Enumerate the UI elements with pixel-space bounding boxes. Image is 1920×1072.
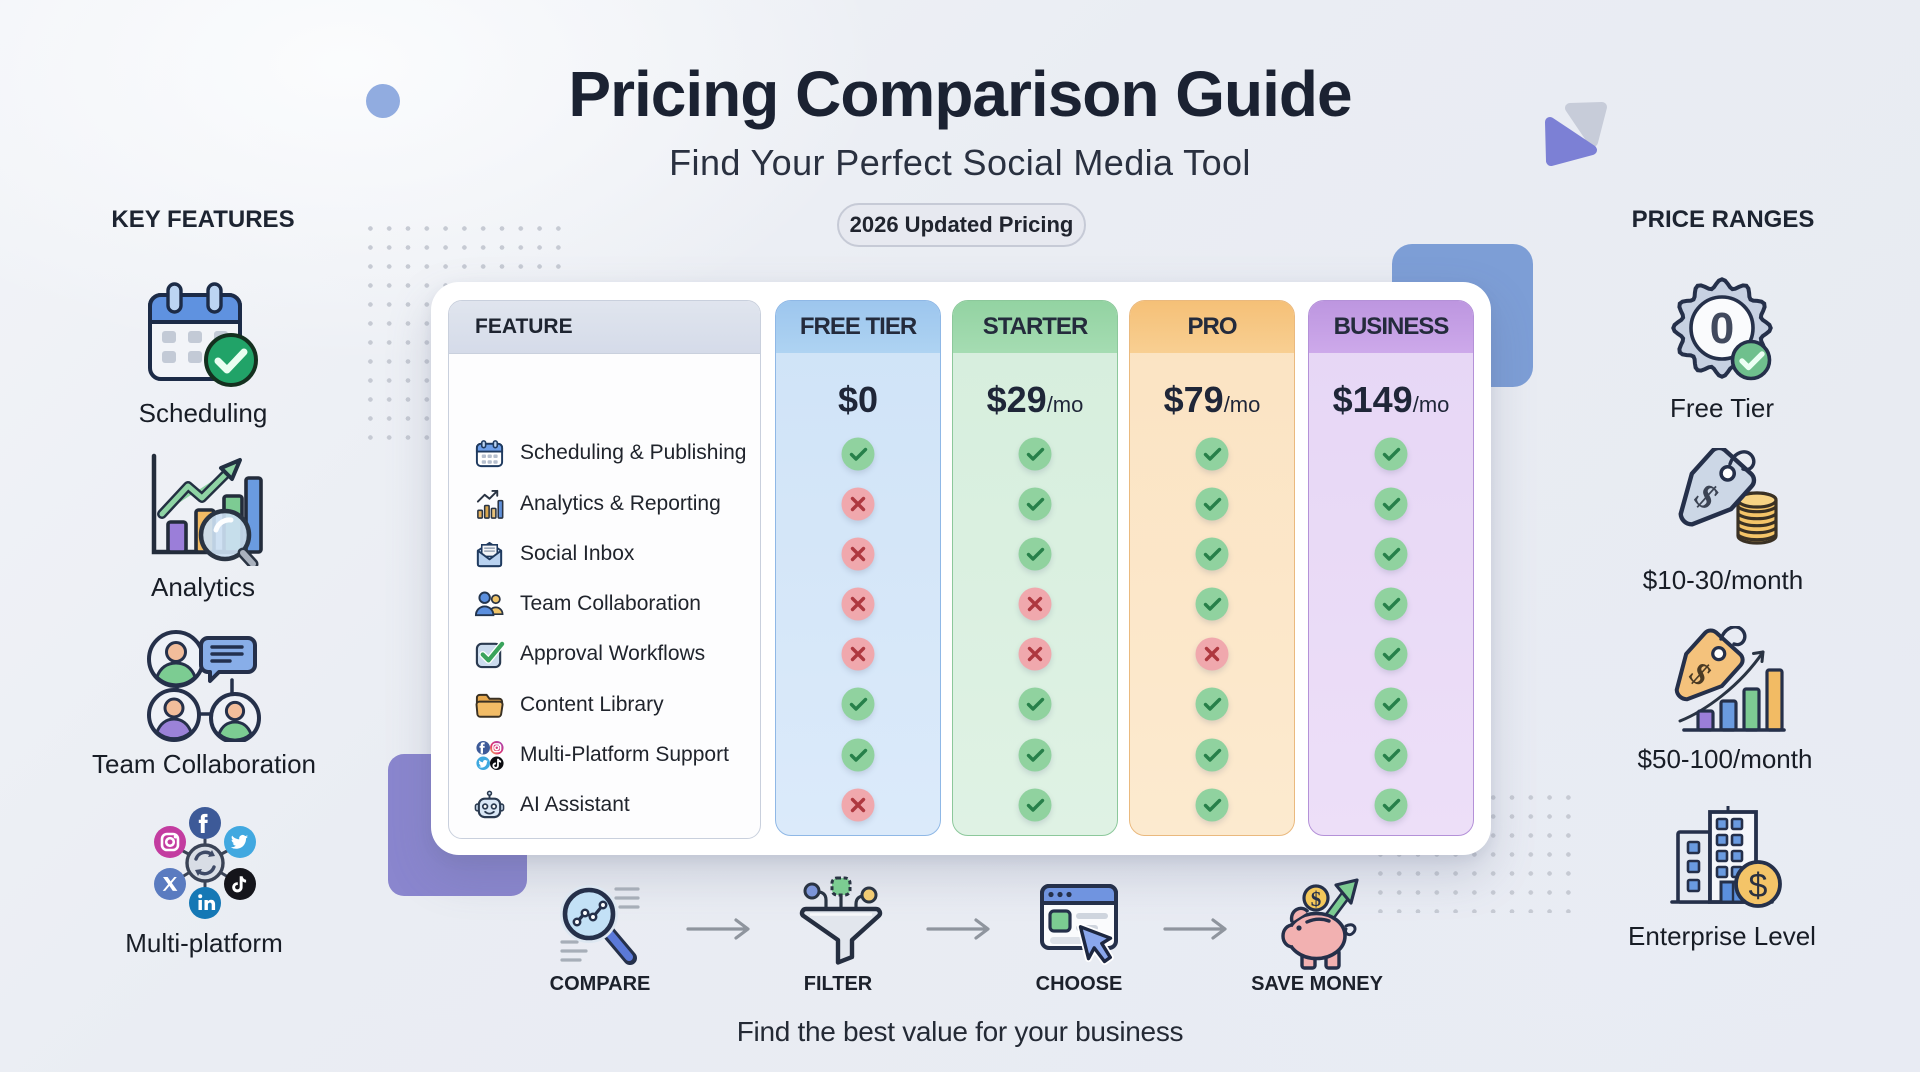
svg-text:$: $ [1311,887,1322,911]
svg-text:$: $ [1749,867,1768,905]
svg-text:0: 0 [1710,304,1734,353]
